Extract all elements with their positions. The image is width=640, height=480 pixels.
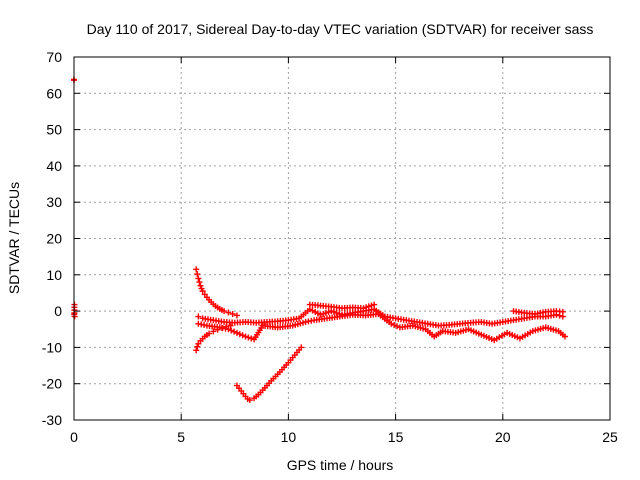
series-v-curve: [233, 344, 305, 404]
data-point: [371, 301, 378, 308]
data-point: [228, 327, 235, 334]
data-point: [206, 330, 213, 337]
series-main-band: [195, 306, 566, 329]
y-tick-label: 60: [46, 85, 62, 101]
y-tick-label: -20: [42, 376, 62, 392]
data-point: [242, 333, 249, 340]
x-tick-label: 5: [177, 429, 185, 445]
grid-lines: [74, 57, 610, 420]
data-point: [236, 331, 243, 338]
data-point: [221, 308, 228, 315]
series-main-band-upper: [306, 301, 566, 318]
data-point: [194, 271, 201, 278]
data-point: [194, 343, 201, 350]
data-point: [233, 312, 240, 319]
data-point: [248, 335, 255, 342]
data-point: [394, 323, 401, 330]
data-point: [195, 275, 202, 282]
data-point: [197, 282, 204, 289]
data-point: [388, 320, 395, 327]
y-tick-label: 30: [46, 194, 62, 210]
y-tick-label: 20: [46, 231, 62, 247]
x-tick-label: 25: [602, 429, 618, 445]
data-point: [210, 328, 217, 335]
data-point: [245, 334, 252, 341]
data-point: [225, 309, 232, 316]
data-point: [231, 328, 238, 335]
chart-title: Day 110 of 2017, Sidereal Day-to-day VTE…: [87, 21, 594, 37]
data-point: [239, 332, 246, 339]
y-tick-label: -30: [42, 412, 62, 428]
y-tick-label: -10: [42, 339, 62, 355]
series-main-band-lower: [195, 311, 568, 344]
data-points: [71, 76, 568, 404]
data-point: [561, 333, 568, 340]
data-point: [227, 322, 234, 329]
series-ascending-arc-lower: [193, 322, 234, 354]
data-point: [559, 308, 566, 315]
y-tick-label: 10: [46, 267, 62, 283]
data-point: [233, 329, 240, 336]
y-tick-label: 40: [46, 158, 62, 174]
y-tick-label: 0: [54, 303, 62, 319]
data-point: [391, 322, 398, 329]
axis-ticks: 0 5 10 15 20 25 -30 -20 -10 0 10 20 30 40 50 60 70: [42, 49, 618, 445]
x-tick-label: 0: [70, 429, 78, 445]
x-axis-label: GPS time / hours: [287, 457, 394, 473]
data-point: [225, 326, 232, 333]
data-point: [199, 288, 206, 295]
x-tick-label: 10: [281, 429, 297, 445]
data-point: [298, 344, 305, 351]
y-tick-label: 50: [46, 122, 62, 138]
x-tick-label: 20: [495, 429, 511, 445]
data-point: [196, 279, 203, 286]
data-point: [193, 347, 200, 354]
data-point: [246, 397, 253, 404]
data-point: [229, 311, 236, 318]
data-point: [193, 266, 200, 273]
x-tick-label: 15: [388, 429, 404, 445]
y-axis-label: SDTVAR / TECUs: [6, 182, 22, 294]
series-descending-arc-upper: [193, 266, 240, 319]
y-tick-label: 70: [46, 49, 62, 65]
data-point: [195, 313, 202, 320]
